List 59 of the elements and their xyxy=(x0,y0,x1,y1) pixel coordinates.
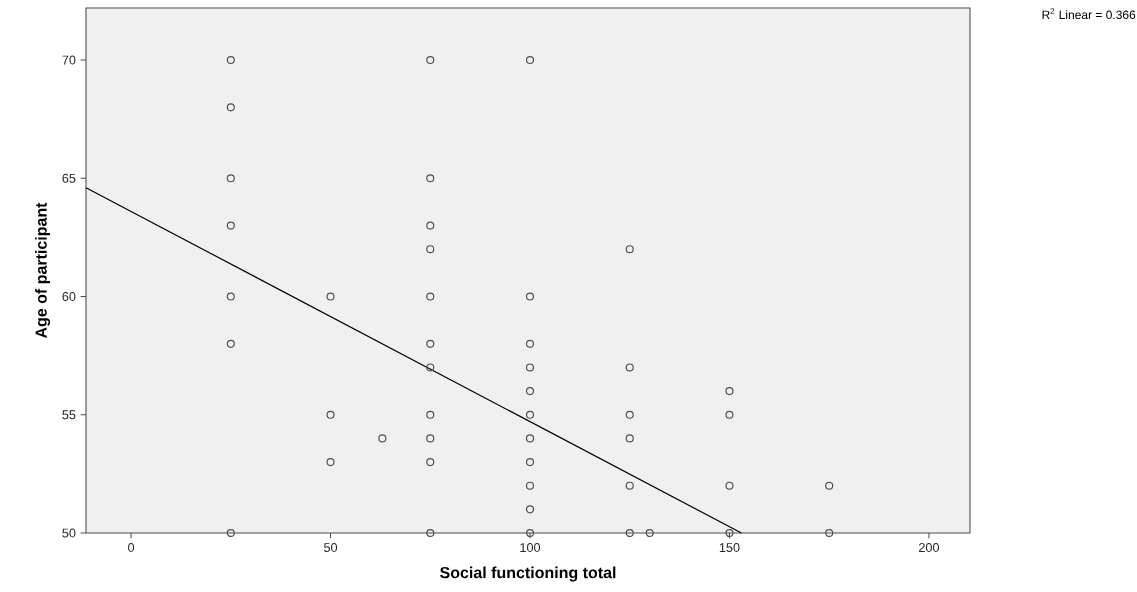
point xyxy=(525,528,535,538)
point xyxy=(525,387,535,396)
point xyxy=(426,528,435,538)
point xyxy=(226,528,235,538)
x-tick-label: 150 xyxy=(719,543,740,553)
point xyxy=(226,174,235,183)
point xyxy=(426,221,435,230)
point xyxy=(226,339,235,348)
point xyxy=(326,410,335,419)
point xyxy=(426,434,435,443)
point xyxy=(525,481,535,490)
y-tick-label: 50 xyxy=(62,528,76,538)
point xyxy=(725,410,734,419)
point xyxy=(378,434,387,443)
point xyxy=(625,245,634,254)
point xyxy=(326,457,335,467)
y-tick-label: 55 xyxy=(62,410,76,420)
point xyxy=(525,410,535,419)
point xyxy=(226,103,235,112)
point xyxy=(426,457,435,467)
point xyxy=(226,292,235,301)
point xyxy=(525,292,535,301)
point xyxy=(725,528,734,538)
x-axis-title: Social functioning total xyxy=(440,566,616,582)
point xyxy=(625,363,634,372)
point xyxy=(625,410,634,419)
point xyxy=(525,55,535,65)
point xyxy=(525,339,535,348)
point xyxy=(525,434,535,443)
point xyxy=(226,221,235,230)
point xyxy=(525,457,535,467)
point xyxy=(326,292,335,301)
point xyxy=(825,528,834,538)
y-tick-label: 65 xyxy=(62,173,76,183)
point xyxy=(525,363,535,372)
point xyxy=(226,55,235,65)
point xyxy=(625,434,634,443)
point xyxy=(426,292,435,301)
point xyxy=(725,387,734,396)
point xyxy=(426,339,435,348)
y-axis-title: Age of participant xyxy=(35,202,51,339)
point xyxy=(725,481,734,490)
point xyxy=(426,410,435,419)
text: R$^{2}$ Linear = 0.366 xyxy=(1042,8,1136,20)
point xyxy=(426,245,435,254)
x-tick-label: 100 xyxy=(520,543,541,553)
x-tick-label: 0 xyxy=(128,543,135,553)
point xyxy=(525,505,535,514)
y-tick-label: 70 xyxy=(62,55,76,65)
point xyxy=(625,528,634,538)
point xyxy=(645,528,654,538)
x-tick-label: 200 xyxy=(918,543,939,553)
point xyxy=(426,174,435,183)
y-tick-label: 60 xyxy=(62,292,76,301)
point xyxy=(426,55,435,65)
point xyxy=(625,481,634,490)
x-tick-label: 50 xyxy=(324,543,338,553)
point xyxy=(426,363,435,372)
point xyxy=(825,481,834,490)
